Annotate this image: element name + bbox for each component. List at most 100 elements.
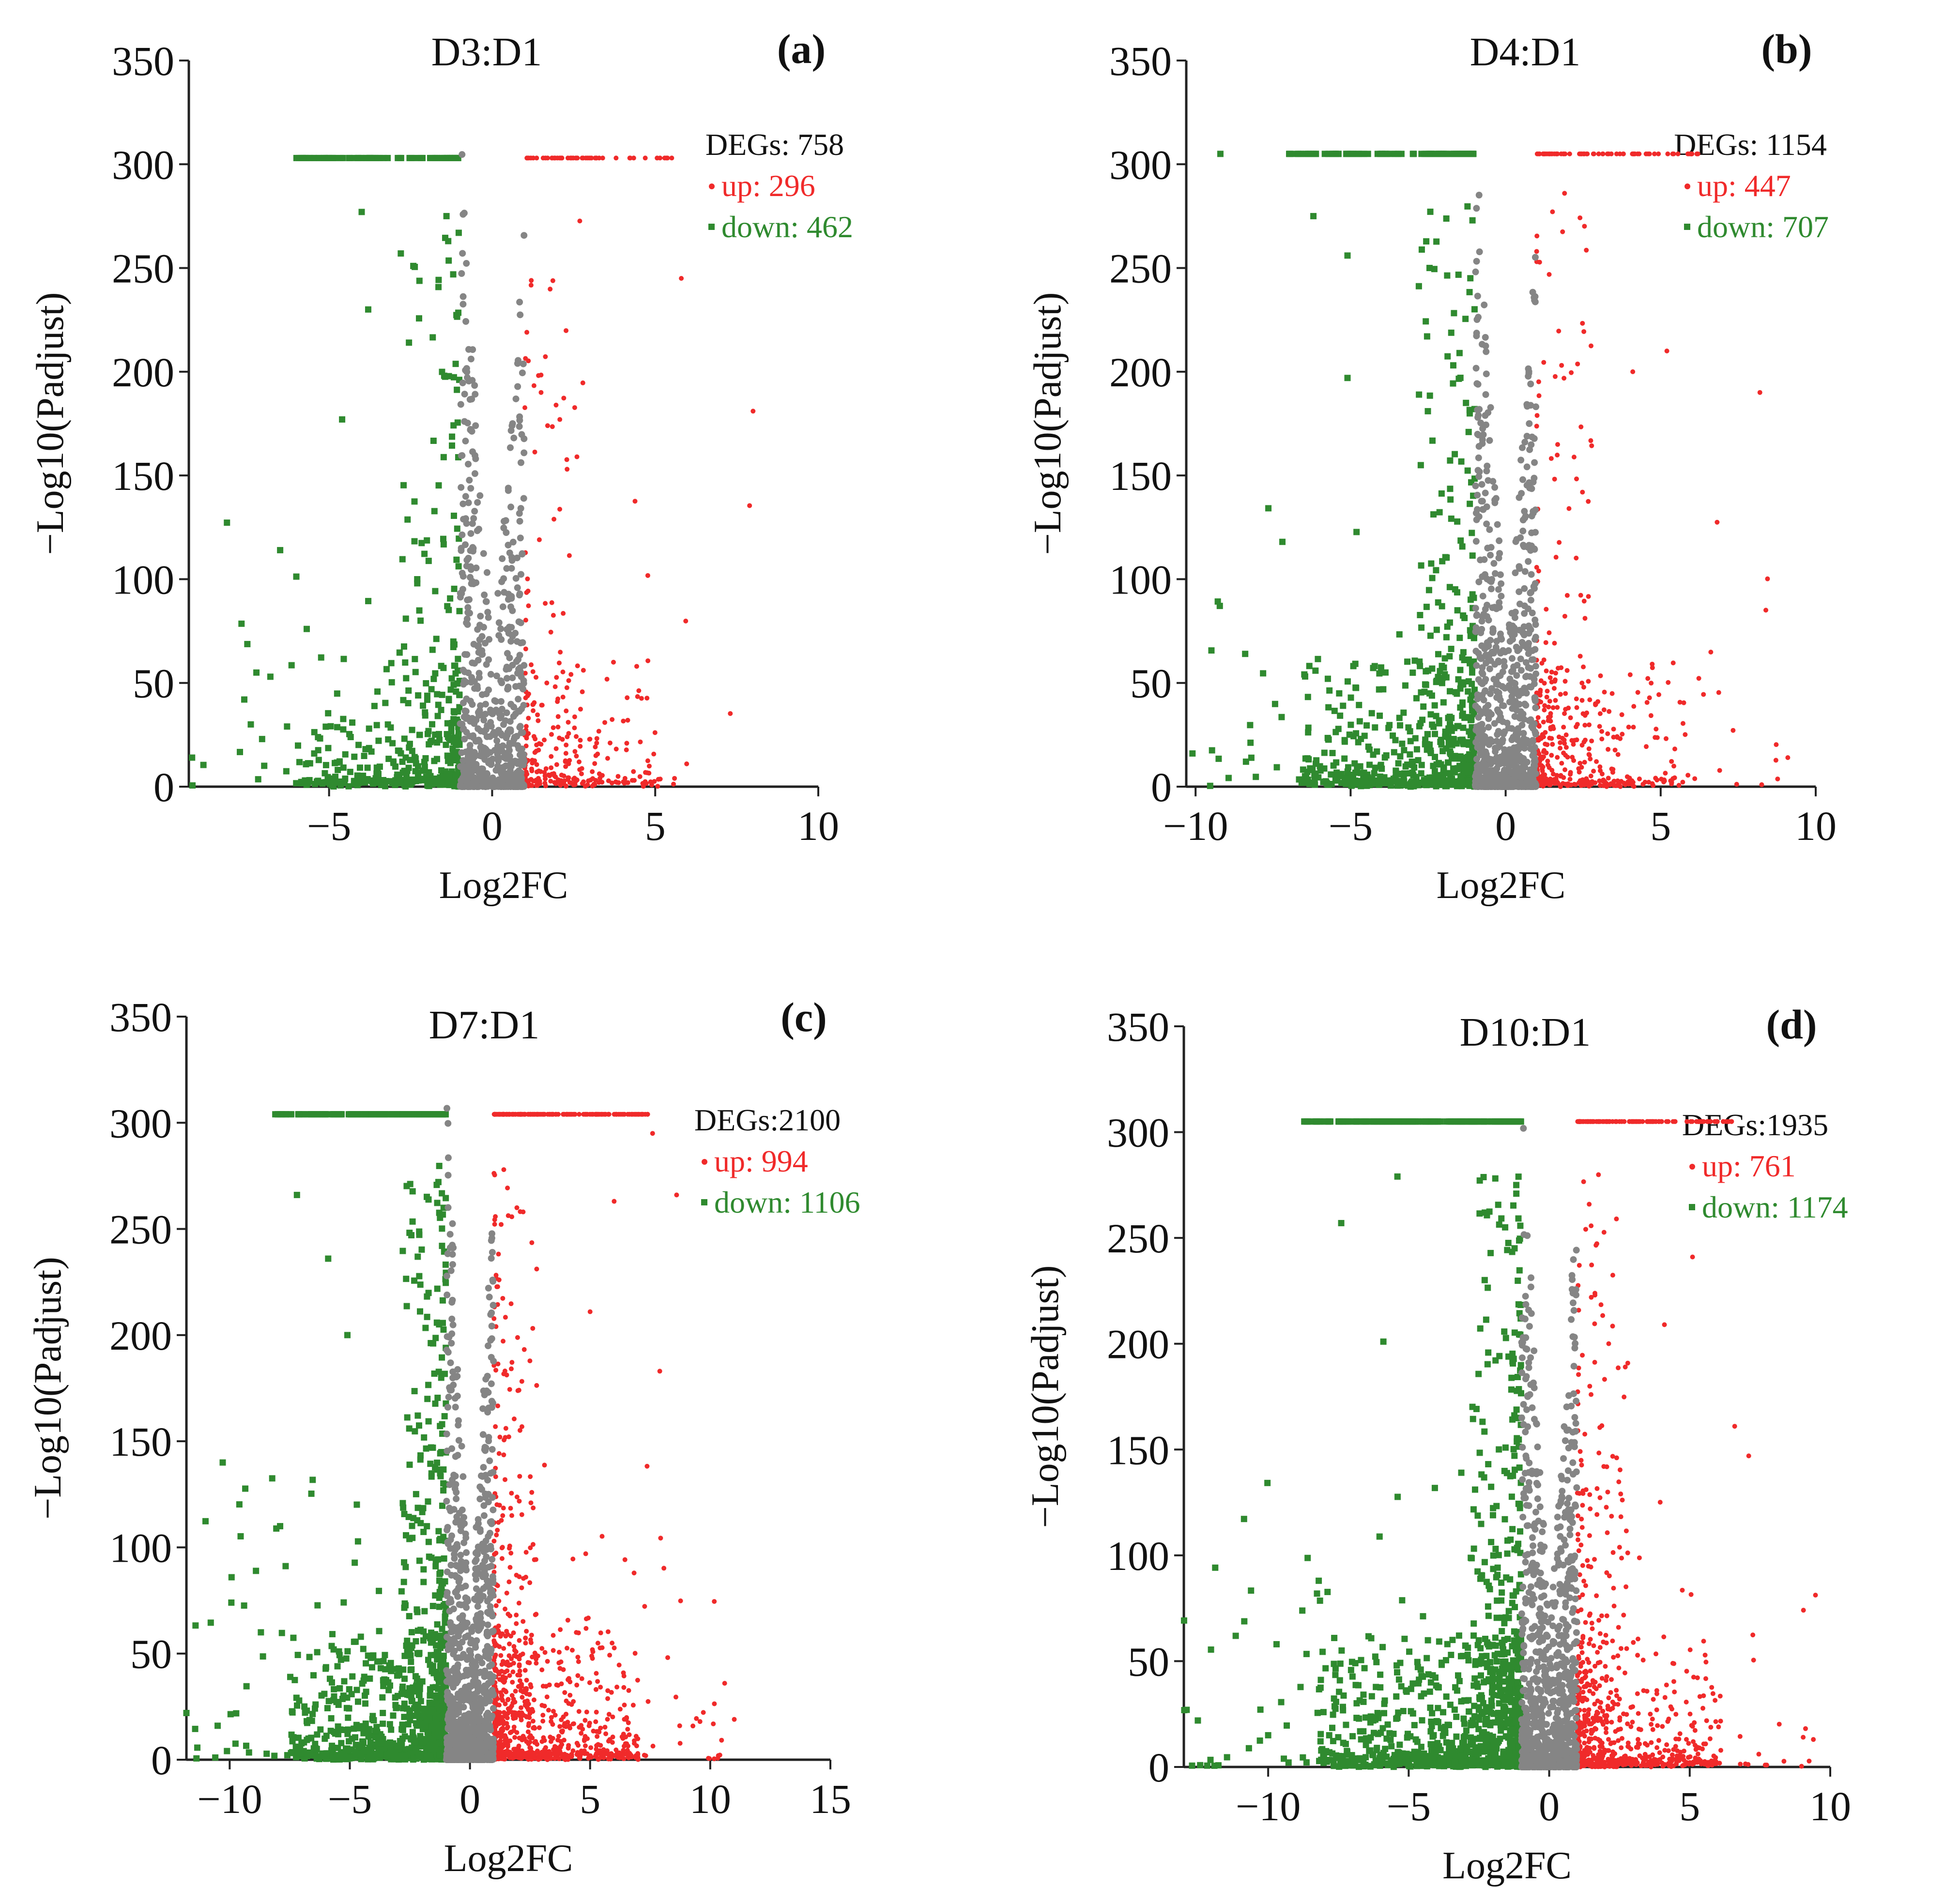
down-point [1278,714,1285,720]
down-point [407,757,413,763]
up-point [1692,776,1698,781]
down-point [455,655,461,662]
down-point [440,774,447,781]
up-point [1715,519,1720,525]
ns-point [1527,596,1534,604]
down-point [1444,272,1451,279]
ns-point [474,685,481,692]
up-point [574,1740,580,1746]
ns-point [1532,506,1539,514]
y-axis-title: −Log10(Padjust) [29,292,72,555]
up-point [596,1729,601,1734]
down-point [1341,755,1348,762]
down-point [1225,775,1232,781]
up-point [1545,759,1550,764]
ns-point [518,673,525,680]
down-point [453,738,460,745]
up-point [636,688,642,693]
up-point [1648,713,1654,718]
up-point [1549,151,1555,156]
legend-down-marker [708,224,715,230]
y-tick-label: 250 [112,245,174,292]
up-point [526,716,531,721]
ns-point [1479,440,1486,447]
ns-point [1532,704,1539,712]
down-point [1467,716,1474,723]
down-point [1350,663,1357,670]
down-point [1437,738,1444,745]
up-point [517,1474,522,1479]
ns-point [1482,342,1489,350]
up-point [1649,681,1654,686]
ns-point [470,515,477,522]
up-point [515,1335,520,1340]
down-point [1208,647,1215,654]
down-point [448,675,455,682]
up-point [650,1743,656,1749]
down-point [421,767,428,774]
up-point [712,1701,717,1706]
ns-point [516,652,523,659]
up-point [583,1551,588,1556]
down-point [454,419,461,426]
down-point [253,669,260,676]
up-point [563,751,568,756]
up-point [539,702,544,708]
up-point [577,759,582,764]
ns-point [501,763,508,771]
up-point [505,1742,510,1747]
ns-point [1473,662,1480,669]
ns-point [1531,728,1539,735]
ns-point [1472,605,1479,612]
down-point [1407,738,1414,745]
down-point [1459,699,1466,706]
down-point [433,154,440,161]
up-point [1552,476,1557,482]
down-point [454,525,460,532]
ns-point [510,740,517,747]
down-point [455,733,462,740]
up-point [517,1662,522,1667]
ns-point [515,696,522,703]
ns-point [458,749,465,756]
up-point [1534,564,1539,570]
up-point [593,753,598,758]
up-point [551,1633,556,1638]
up-point [1577,654,1583,659]
ns-point [467,566,475,573]
ns-point [494,590,502,597]
up-point [1536,393,1542,398]
down-point [440,535,446,542]
up-point [1568,715,1573,720]
up-point [1537,259,1542,265]
up-point [580,380,585,385]
up-point [548,1739,553,1744]
up-point [610,1735,615,1740]
up-point [1757,390,1762,395]
up-point [581,668,586,673]
down-point [416,731,423,738]
up-point [528,1637,533,1643]
up-point [555,724,561,730]
down-point [238,620,245,627]
up-point [517,1657,522,1662]
up-point [542,1755,547,1760]
ns-point [1529,289,1536,296]
up-point [579,1723,584,1728]
ns-point [1478,744,1485,751]
up-point [1650,661,1655,667]
down-point [1401,747,1408,754]
up-point [1566,705,1571,711]
ns-point [1519,527,1527,534]
up-point [530,1542,536,1547]
up-point [1558,746,1563,751]
down-point [402,615,409,622]
down-point [322,761,329,768]
down-point [385,756,392,762]
up-point [570,1556,576,1562]
up-point [499,1693,505,1698]
up-point [543,783,548,789]
ns-point [1478,498,1485,505]
down-point [431,508,438,515]
up-point [1680,721,1685,726]
